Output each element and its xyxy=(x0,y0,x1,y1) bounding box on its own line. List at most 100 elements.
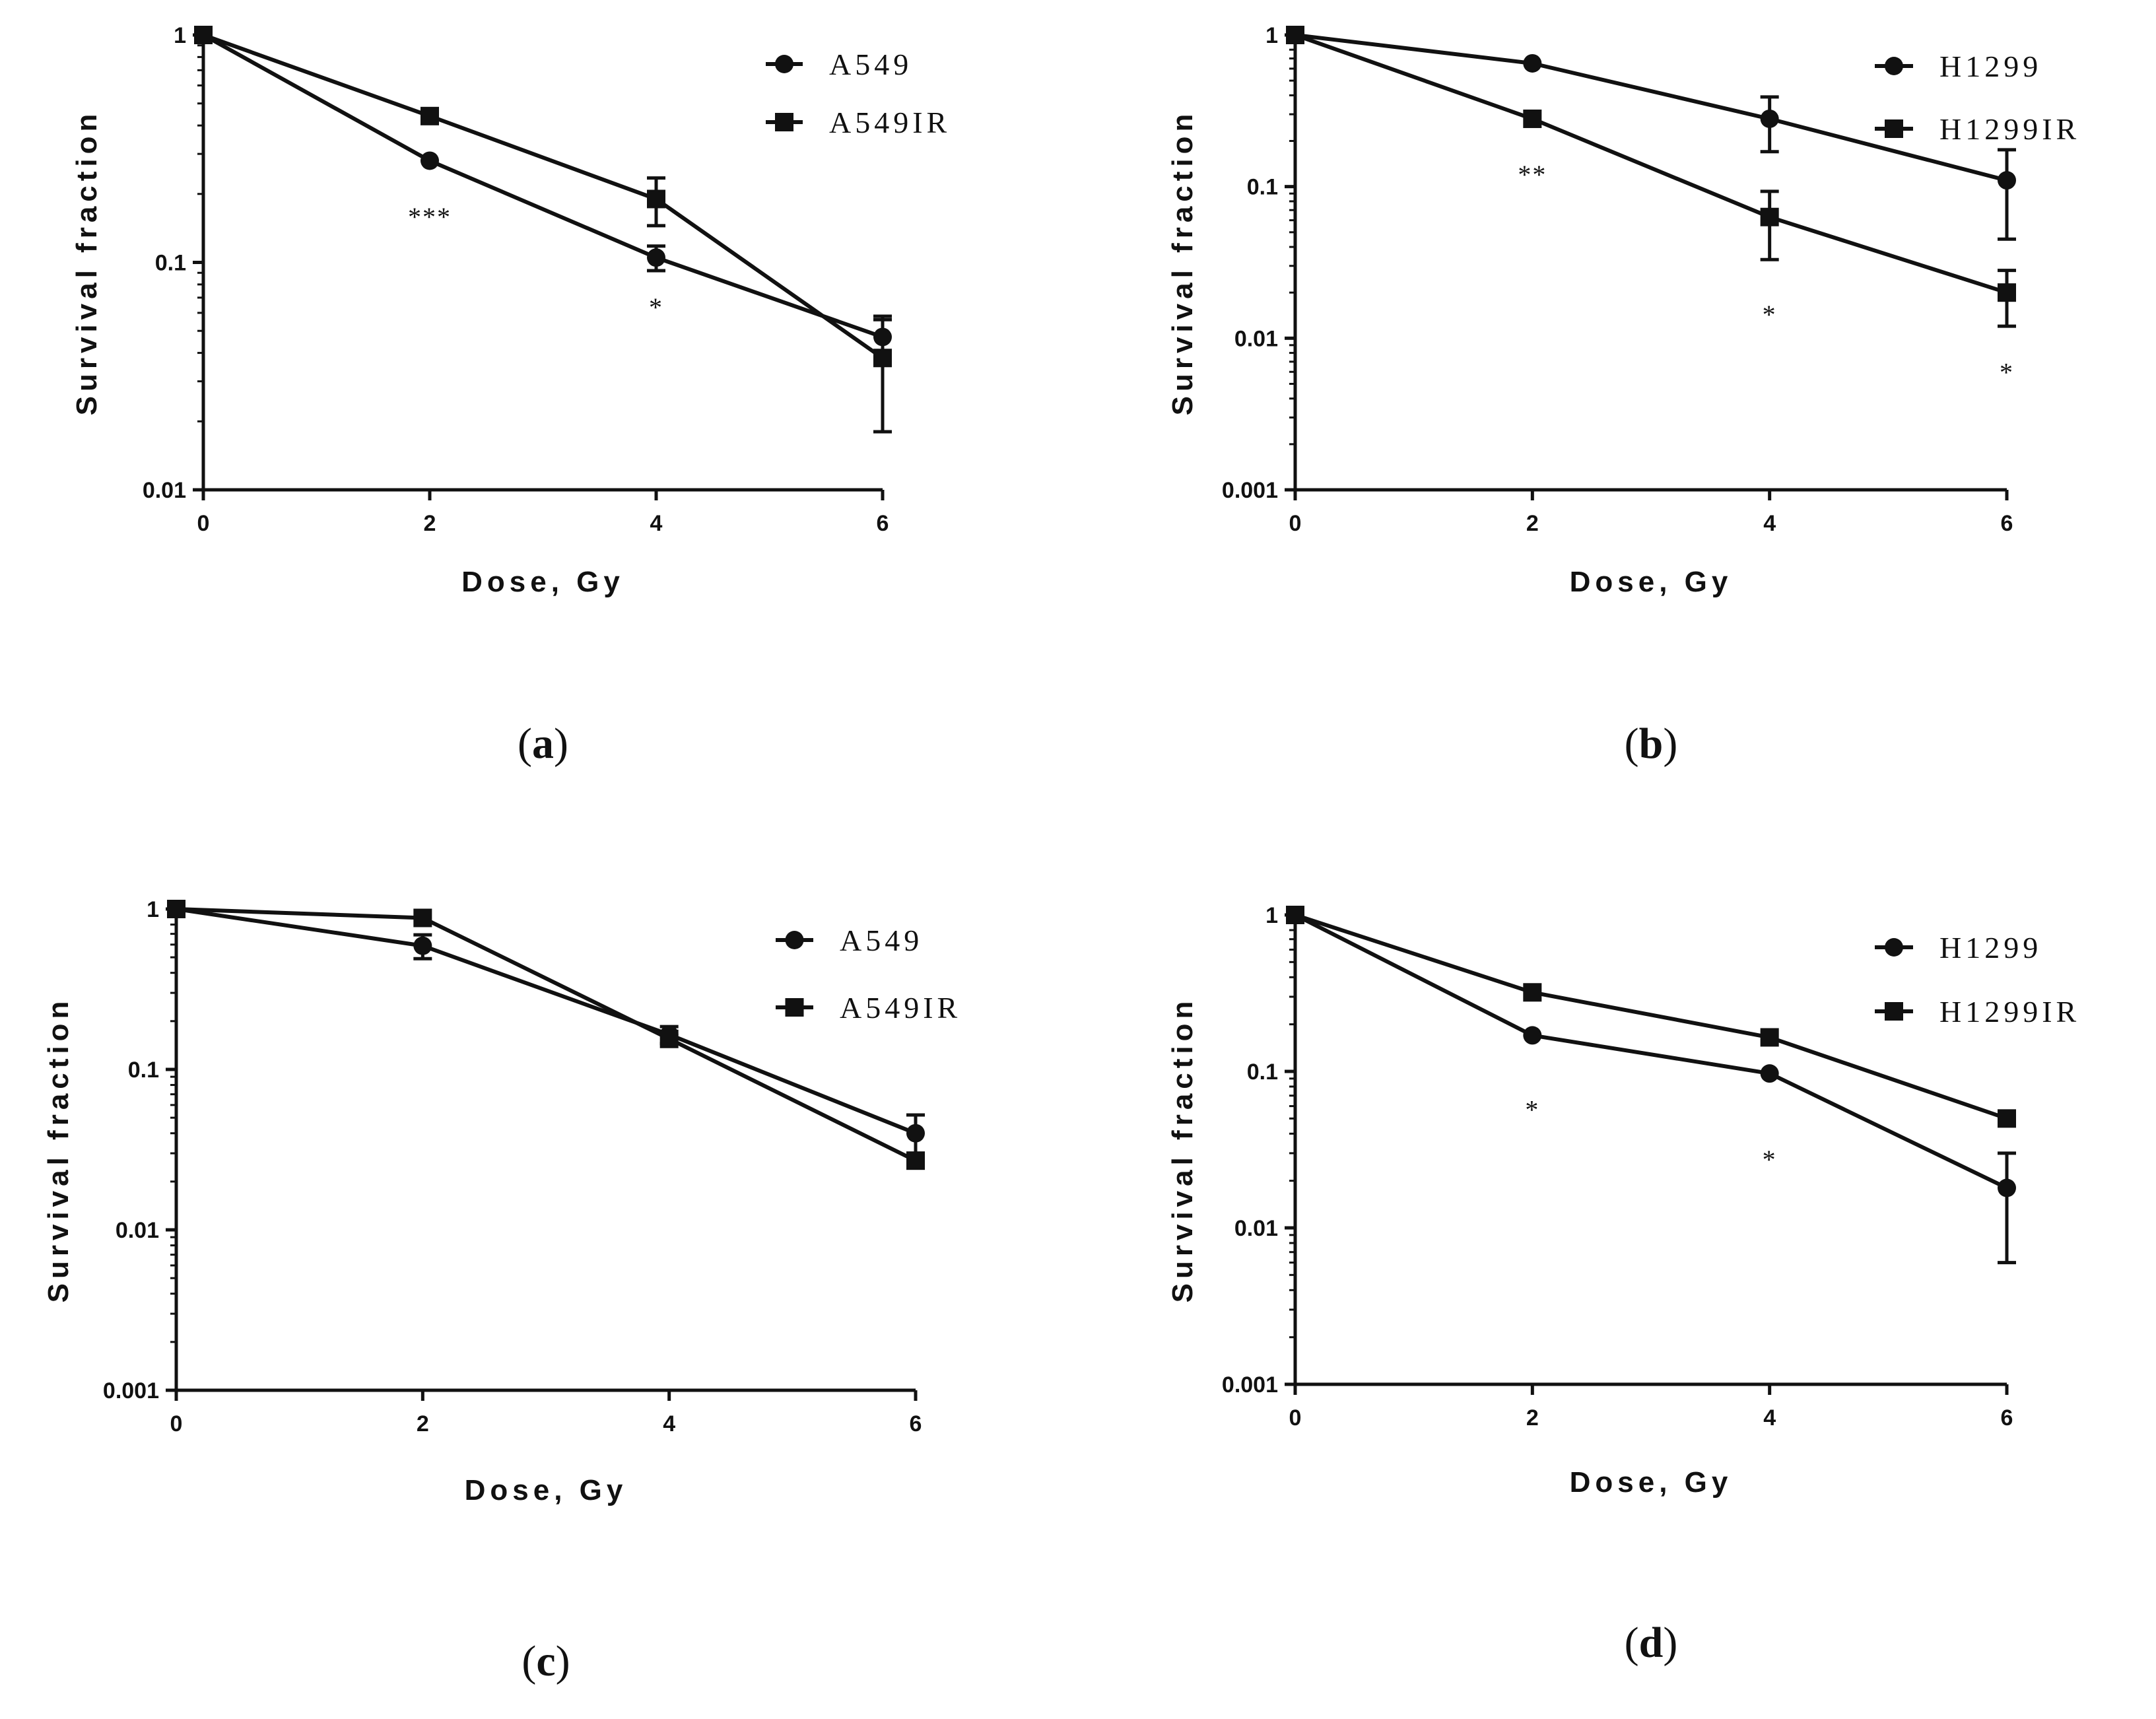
legend-label: A549 xyxy=(840,924,923,957)
data-point xyxy=(1523,983,1542,1002)
x-tick-label: 2 xyxy=(1526,1405,1539,1431)
y-tick-label: 1 xyxy=(1265,23,1278,48)
legend-marker xyxy=(775,55,793,73)
data-point xyxy=(1286,26,1304,44)
chart-panel-a: 0.01 0.1 1 0 2 4 6 Dose, Gy Survival fraction A54… xyxy=(71,23,951,768)
significance-marker: * xyxy=(1525,1095,1539,1124)
x-tick-label: 6 xyxy=(2001,1405,2013,1431)
data-point xyxy=(1760,109,1779,128)
y-tick-label: 0.001 xyxy=(1222,478,1278,503)
legend-marker xyxy=(785,998,804,1017)
x-tick-label: 6 xyxy=(2001,511,2013,536)
x-tick-label: 2 xyxy=(424,511,436,536)
data-point xyxy=(413,936,432,955)
y-tick-label: 1 xyxy=(147,897,159,922)
chart-panel-c: 0.001 0.01 0.1 1 0 2 4 6 Dose, Gy Survival fracti… xyxy=(42,897,961,1685)
series-line xyxy=(1294,913,2008,1190)
x-tick-label: 6 xyxy=(877,511,889,536)
x-axis-title: Dose, Gy xyxy=(461,566,624,598)
data-point xyxy=(1998,171,2016,190)
x-tick-label: 0 xyxy=(1289,1405,1302,1431)
y-axis-title: Survival fraction xyxy=(42,997,75,1303)
series-line xyxy=(1295,33,2007,295)
data-point xyxy=(1286,906,1304,924)
legend-marker xyxy=(1885,1002,1903,1021)
series-H1299 xyxy=(1286,906,2016,1265)
y-axis-title: Survival fraction xyxy=(1166,110,1199,416)
data-point xyxy=(659,1029,679,1048)
y-tick-label: 0.1 xyxy=(155,251,186,276)
significance-marker: * xyxy=(2000,358,2014,388)
panel-label: (b) xyxy=(1625,720,1678,768)
series-line xyxy=(176,907,917,1163)
x-tick-label: 4 xyxy=(1763,1405,1776,1431)
x-tick-label: 2 xyxy=(417,1411,429,1436)
x-tick-label: 0 xyxy=(1289,511,1302,536)
series-A549 xyxy=(194,26,892,360)
data-point xyxy=(1760,207,1779,226)
x-axis-title: Dose, Gy xyxy=(1570,1466,1733,1499)
series-H1299IR xyxy=(1286,26,2016,328)
x-tick-label: 0 xyxy=(170,1411,183,1436)
y-tick-label: 0.001 xyxy=(103,1378,159,1403)
data-point xyxy=(1523,53,1542,73)
series-A549IR xyxy=(194,26,892,434)
x-tick-label: 4 xyxy=(1763,511,1776,536)
data-point xyxy=(421,106,439,125)
series-line xyxy=(1295,913,2007,1121)
chart-panel-d: 0.001 0.01 0.1 1 0 2 4 6 Dose, Gy Survival fracti… xyxy=(1166,903,2080,1667)
data-point xyxy=(1760,1064,1779,1083)
panel-label: (d) xyxy=(1625,1619,1678,1667)
y-tick-label: 0.1 xyxy=(1247,175,1278,200)
legend-marker xyxy=(1885,119,1903,138)
data-point xyxy=(1523,109,1542,128)
legend-label: A549IR xyxy=(829,106,951,139)
y-tick-label: 0.01 xyxy=(1234,1216,1278,1241)
legend-marker xyxy=(785,931,804,949)
x-tick-label: 4 xyxy=(650,511,663,536)
y-tick-label: 0.01 xyxy=(116,1218,159,1243)
legend-label: H1299IR xyxy=(1939,995,2080,1028)
data-point xyxy=(647,189,665,209)
data-point xyxy=(1998,283,2016,302)
y-tick-label: 0.01 xyxy=(1234,326,1278,351)
x-axis-title: Dose, Gy xyxy=(465,1474,628,1506)
series-line xyxy=(1295,33,2007,183)
data-point xyxy=(167,900,185,918)
significance-marker: * xyxy=(649,292,663,322)
series-H1299 xyxy=(1286,26,2016,241)
y-axis-title: Survival fraction xyxy=(1166,997,1199,1303)
significance-marker: * xyxy=(1763,1145,1777,1174)
series-H1299IR xyxy=(1286,906,2016,1128)
x-tick-label: 2 xyxy=(1526,511,1539,536)
data-point xyxy=(1998,1109,2016,1128)
data-point xyxy=(1760,1028,1779,1047)
series-line xyxy=(202,33,883,339)
data-point xyxy=(1523,1026,1542,1045)
data-point xyxy=(194,26,213,44)
legend-marker xyxy=(775,113,793,131)
chart-panel-b: 0.001 0.01 0.1 1 0 2 4 6 Dose, Gy Survival fracti… xyxy=(1166,23,2080,768)
y-tick-label: 0.01 xyxy=(143,478,186,503)
series-line xyxy=(176,907,917,1135)
x-tick-label: 4 xyxy=(663,1411,675,1436)
data-point xyxy=(413,908,432,927)
data-point xyxy=(906,1124,925,1143)
legend-marker xyxy=(1885,938,1903,957)
x-tick-label: 6 xyxy=(910,1411,922,1436)
data-point xyxy=(421,151,439,170)
legend-label: A549 xyxy=(829,48,912,81)
legend-marker xyxy=(1885,57,1903,75)
data-point xyxy=(647,248,665,267)
legend-label: H1299IR xyxy=(1939,112,2080,146)
legend-label: A549IR xyxy=(840,991,961,1025)
legend-label: H1299 xyxy=(1939,931,2042,964)
significance-marker: * xyxy=(1763,300,1777,329)
y-axis-title: Survival fraction xyxy=(71,110,103,416)
data-point xyxy=(873,349,892,368)
series-line xyxy=(202,33,884,360)
x-tick-label: 0 xyxy=(197,511,210,536)
y-tick-label: 0.1 xyxy=(128,1058,159,1083)
x-axis-title: Dose, Gy xyxy=(1570,566,1733,598)
